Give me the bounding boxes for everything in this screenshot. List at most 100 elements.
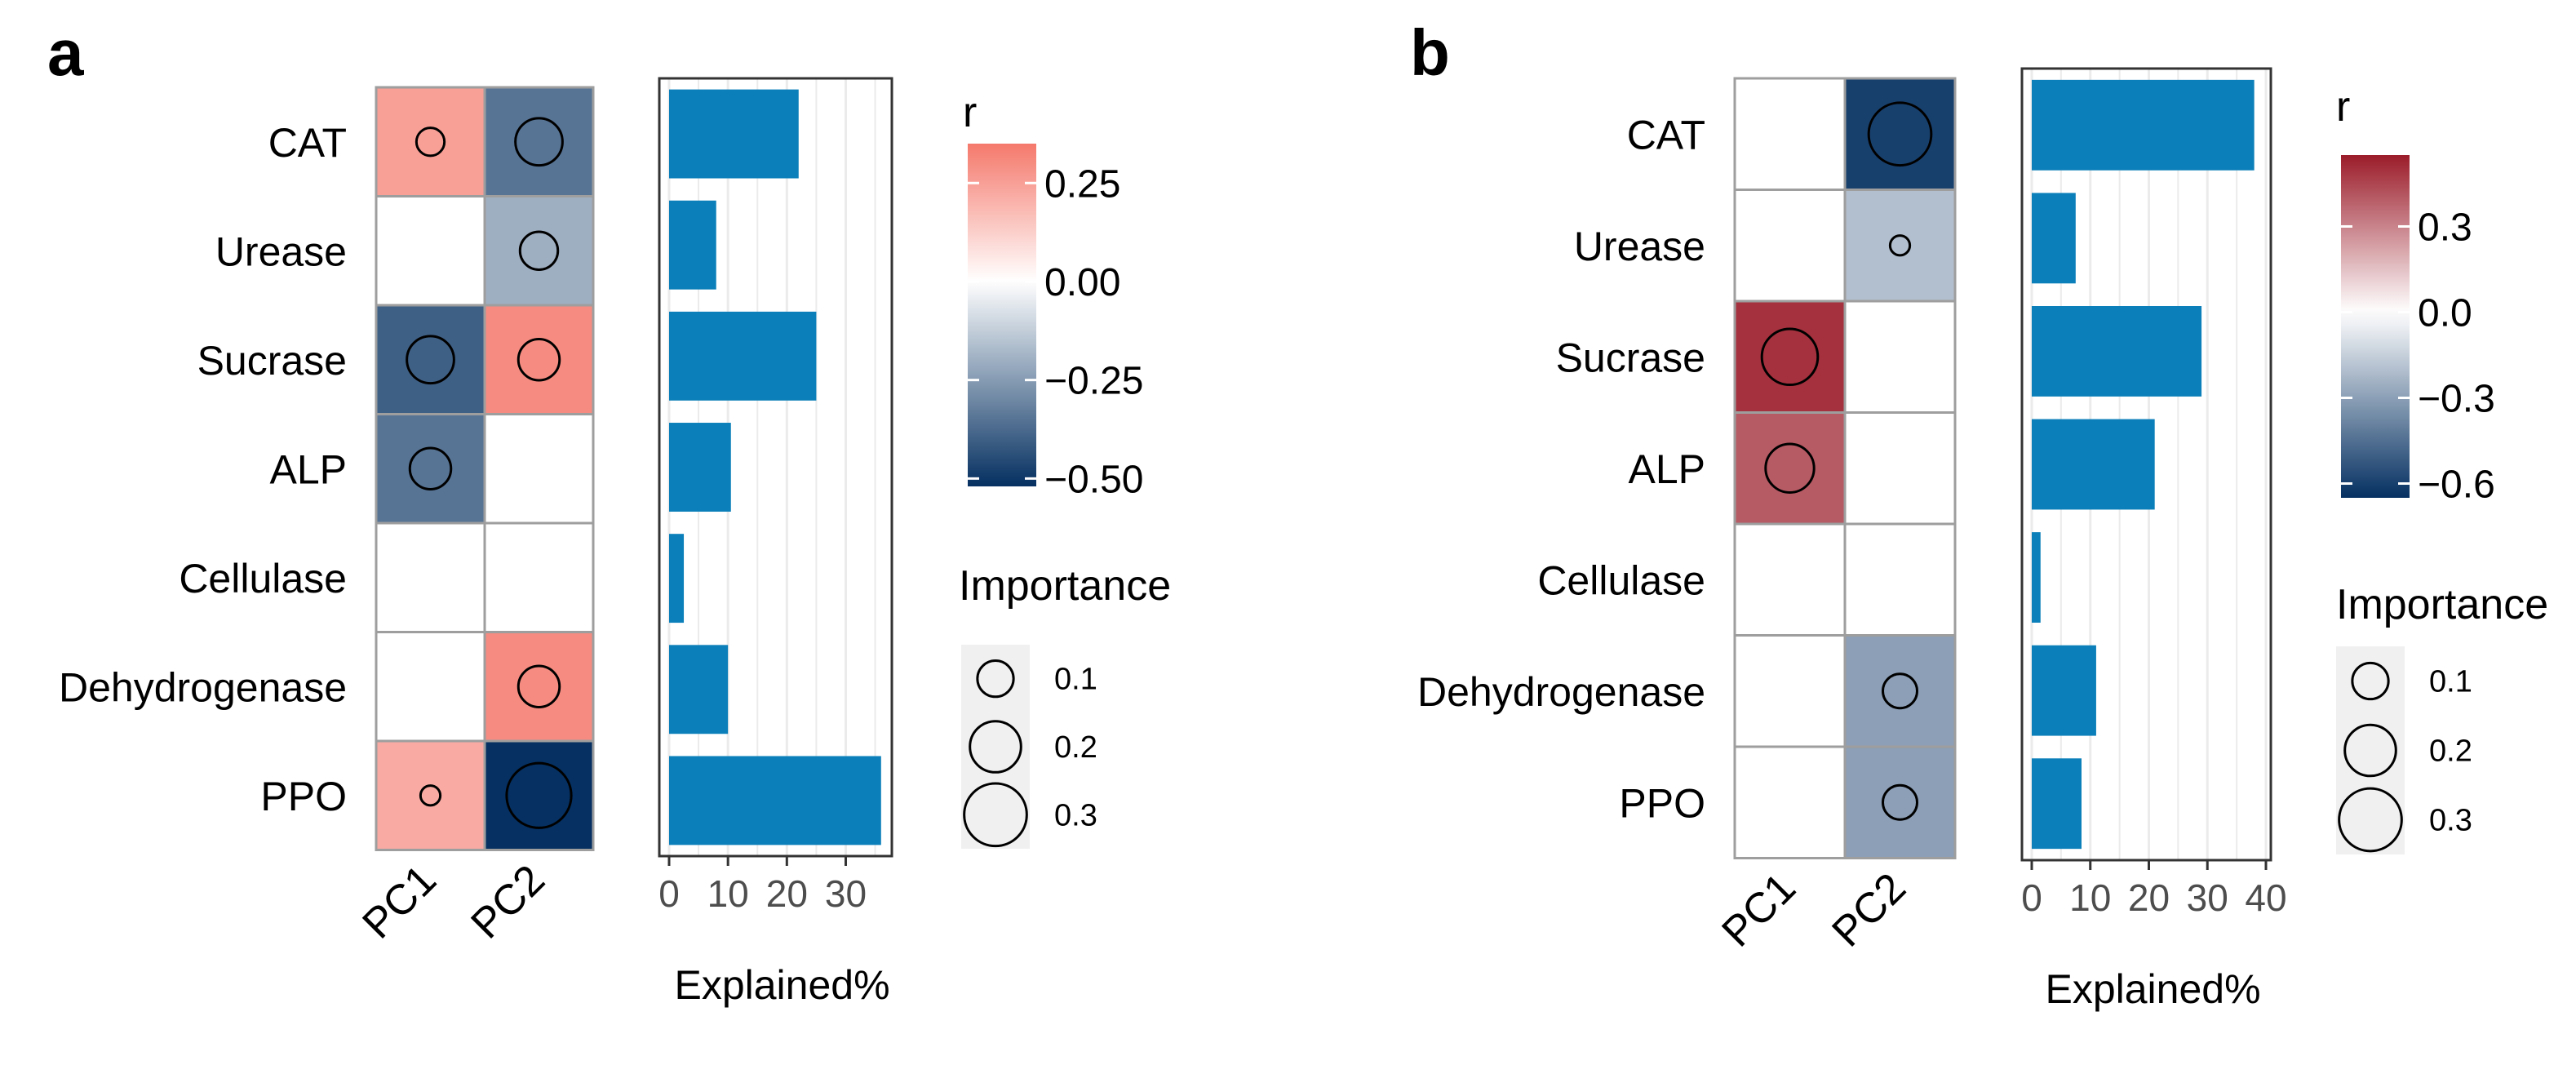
colorbar-tick-label: 0.25	[1044, 162, 1120, 206]
importance-circle	[1760, 327, 1820, 387]
importance-circle	[505, 761, 573, 829]
bar	[2032, 419, 2155, 510]
bar	[2032, 193, 2076, 284]
x-tick-label: 40	[2245, 876, 2286, 919]
importance-circle	[415, 126, 446, 158]
colorbar: 0.3 0.0 −0.3 −0.6 r	[2336, 83, 2495, 507]
heatmap-cell	[1843, 300, 1957, 414]
size-legend-label: 0.1	[1054, 663, 1097, 697]
bar	[2032, 645, 2096, 736]
row-label: Dehydrogenase	[1417, 669, 1705, 715]
row-label: Sucrase	[197, 338, 347, 384]
x-tick-label: 10	[2069, 876, 2111, 919]
x-axis-title: Explained%	[674, 962, 889, 1008]
row-label: Cellulase	[1537, 557, 1705, 603]
colorbar-tick-label: −0.25	[1044, 360, 1143, 403]
importance-circle	[1867, 101, 1933, 167]
colorbar: 0.25 0.00 −0.25 −0.50 r	[963, 89, 1143, 501]
importance-circle	[514, 117, 564, 167]
row-label: Urease	[215, 229, 347, 274]
importance-circle	[1882, 783, 1918, 821]
heatmap-cell	[1733, 300, 1847, 414]
heatmap-cell	[1733, 189, 1847, 303]
x-tick-label: 20	[2128, 876, 2170, 919]
importance-circle	[1882, 672, 1918, 710]
importance-circle	[408, 446, 453, 490]
row-label: PPO	[260, 774, 347, 819]
bar-chart: 0 10 20 30 40 Explained%	[2020, 67, 2287, 1012]
colorbar-tick-label: 0.0	[2418, 292, 2472, 335]
importance-circle	[517, 338, 561, 382]
size-legend-circle	[976, 659, 1015, 699]
x-tick-label: 20	[766, 872, 808, 915]
importance-circle	[517, 664, 561, 708]
heatmap-cell	[1733, 77, 1847, 191]
column-label: PC2	[1823, 864, 1915, 956]
heatmap-cell	[1733, 522, 1847, 637]
bar	[2032, 306, 2202, 397]
heatmap: CAT Urease Sucrase ALP Cellulase Dehydrogenas…	[59, 86, 595, 948]
panel-b: b CAT Urease Sucrase ALP Cellulase Dehydrogen…	[1410, 16, 2548, 1012]
bar	[669, 534, 685, 623]
heatmap-cell	[1843, 745, 1957, 859]
x-tick-label: 0	[2021, 876, 2042, 919]
x-tick-label: 10	[707, 872, 749, 915]
heatmap-cell	[375, 86, 486, 197]
heatmap-cell	[1733, 411, 1847, 526]
heatmap-cell	[483, 521, 595, 633]
row-label: Cellulase	[179, 556, 347, 601]
bar	[669, 311, 817, 401]
x-axis-title: Explained%	[2045, 966, 2260, 1012]
row-label: CAT	[268, 120, 347, 166]
size-legend-label: 0.2	[2429, 734, 2472, 769]
heatmap-cell	[1843, 522, 1957, 637]
bar	[2032, 79, 2255, 171]
colorbar-bar	[968, 144, 1036, 486]
colorbar-tick-label: −0.6	[2418, 464, 2495, 507]
bar-chart: 0 10 20 30 Explained%	[658, 77, 893, 1008]
size-legend-label: 0.1	[2429, 665, 2472, 699]
importance-circle	[406, 335, 455, 385]
size-legend: Importance 0.1 0.2 0.3	[2336, 581, 2548, 854]
size-legend-title: Importance	[2336, 581, 2548, 628]
heatmap-cell	[1843, 77, 1957, 191]
heatmap-cell	[1733, 634, 1847, 748]
importance-circle	[419, 784, 442, 807]
column-label: PC1	[1713, 864, 1805, 956]
row-label: Dehydrogenase	[59, 664, 347, 710]
row-label: PPO	[1619, 780, 1705, 826]
heatmap-cell	[375, 195, 486, 307]
importance-circle	[1764, 442, 1816, 494]
heatmap-cell	[483, 739, 595, 851]
bar	[669, 756, 881, 845]
bar-panel-border	[658, 77, 893, 858]
heatmap-cell	[483, 413, 595, 525]
heatmap-cell	[483, 195, 595, 307]
row-label: ALP	[1628, 446, 1705, 492]
colorbar-title: r	[963, 89, 977, 136]
heatmap-cell	[483, 304, 595, 415]
panel-a: a CAT Urease Sucrase ALP Cellulase Dehydrogen…	[47, 16, 1171, 1008]
heatmap-cell	[1843, 189, 1957, 303]
x-tick-label: 30	[825, 872, 867, 915]
size-legend: Importance 0.1 0.2 0.3	[959, 562, 1171, 849]
colorbar-bar	[2341, 155, 2410, 498]
panel-a-letter: a	[47, 16, 84, 89]
bar	[669, 89, 799, 179]
heatmap-cell	[1733, 745, 1847, 859]
heatmap-cell	[1843, 634, 1957, 748]
size-legend-title: Importance	[959, 562, 1171, 610]
heatmap-cell	[375, 304, 486, 415]
size-legend-label: 0.3	[1054, 798, 1097, 832]
heatmap-cell	[483, 631, 595, 743]
size-legend-circle	[2351, 661, 2390, 701]
heatmap-cell	[375, 739, 486, 851]
x-tick-label: 30	[2187, 876, 2228, 919]
importance-circle	[518, 230, 560, 271]
size-legend-circle	[2343, 723, 2397, 778]
size-legend-label: 0.2	[1054, 730, 1097, 765]
colorbar-tick-label: 0.3	[2418, 206, 2472, 250]
panel-b-letter: b	[1410, 16, 1450, 89]
row-label: CAT	[1627, 112, 1705, 158]
